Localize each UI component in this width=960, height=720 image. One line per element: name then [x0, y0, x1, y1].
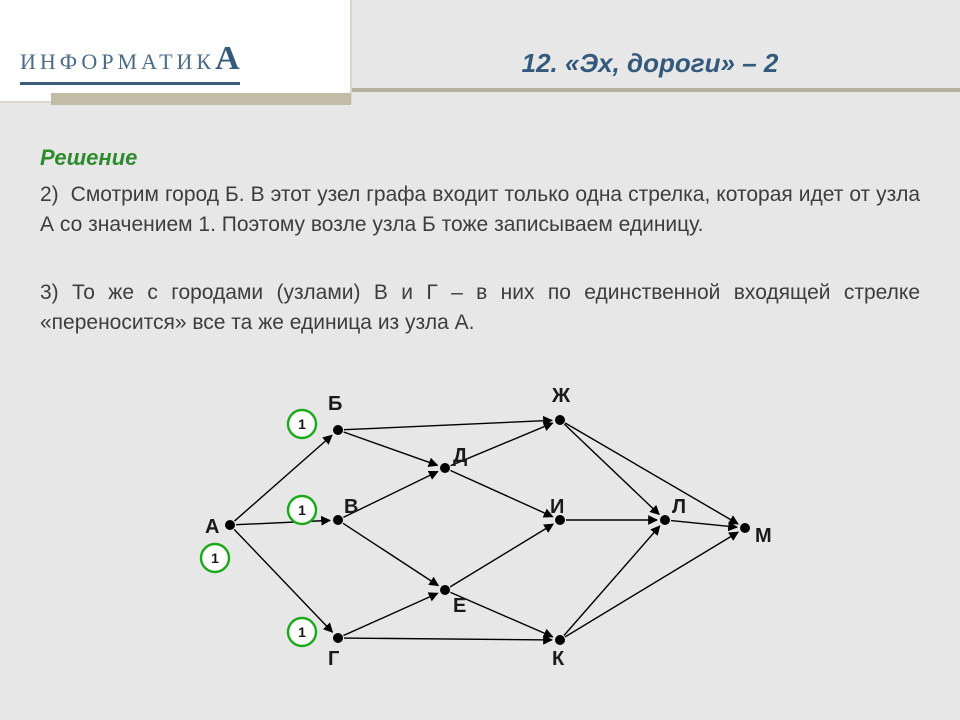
node-label-E: Е	[453, 595, 466, 617]
node-label-D: Д	[453, 445, 467, 467]
edge-A-V	[236, 520, 330, 524]
edge-ZH-M	[565, 423, 738, 524]
node-label-K: К	[552, 648, 565, 670]
edge-G-E	[343, 593, 437, 635]
edge-B-ZH	[344, 420, 552, 429]
value-label-B: 1	[298, 416, 306, 432]
node-label-A: А	[205, 516, 219, 538]
node-E	[440, 585, 450, 595]
paragraph-2: 2) Смотрим город Б. В этот узел графа вх…	[40, 180, 920, 241]
node-label-M: М	[755, 525, 772, 547]
node-B	[333, 425, 343, 435]
node-V	[333, 515, 343, 525]
node-ZH	[555, 415, 565, 425]
page-title: 12. «Эх, дороги» – 2	[370, 48, 930, 79]
edge-D-I	[450, 470, 552, 516]
node-label-G: Г	[328, 648, 339, 670]
road-graph: 1 1 1 1 А Б В Г Д Е Ж И К Л М	[180, 370, 780, 690]
edge-A-B	[235, 435, 332, 521]
node-M	[740, 523, 750, 533]
node-label-L: Л	[672, 496, 686, 518]
edge-B-D	[344, 432, 438, 465]
node-label-ZH: Ж	[551, 385, 571, 407]
node-K	[555, 635, 565, 645]
node-label-V: В	[344, 496, 358, 518]
node-label-I: И	[550, 496, 564, 518]
node-A	[225, 520, 235, 530]
edge-L-M	[671, 521, 737, 528]
value-label-V: 1	[298, 502, 306, 518]
logo-text: ИНФОРМАТИКА	[20, 49, 240, 74]
value-label-A: 1	[211, 550, 219, 566]
edge-V-E	[343, 523, 438, 585]
edge-K-L	[564, 526, 660, 635]
node-G	[333, 633, 343, 643]
edge-G-K	[344, 638, 552, 640]
graph-svg: 1 1 1 1 А Б В Г Д Е Ж И К Л М	[180, 370, 780, 690]
paragraph-3: 3) То же с городами (узлами) В и Г – в н…	[40, 278, 920, 339]
logo: ИНФОРМАТИКА	[20, 40, 240, 85]
node-L	[660, 515, 670, 525]
edge-A-G	[234, 529, 332, 632]
node-D	[440, 463, 450, 473]
value-label-G: 1	[298, 624, 306, 640]
node-label-B: Б	[328, 393, 342, 415]
header-accent	[51, 93, 351, 105]
edge-K-M	[565, 532, 738, 637]
solution-heading: Решение	[40, 145, 137, 171]
edge-E-I	[450, 524, 553, 587]
